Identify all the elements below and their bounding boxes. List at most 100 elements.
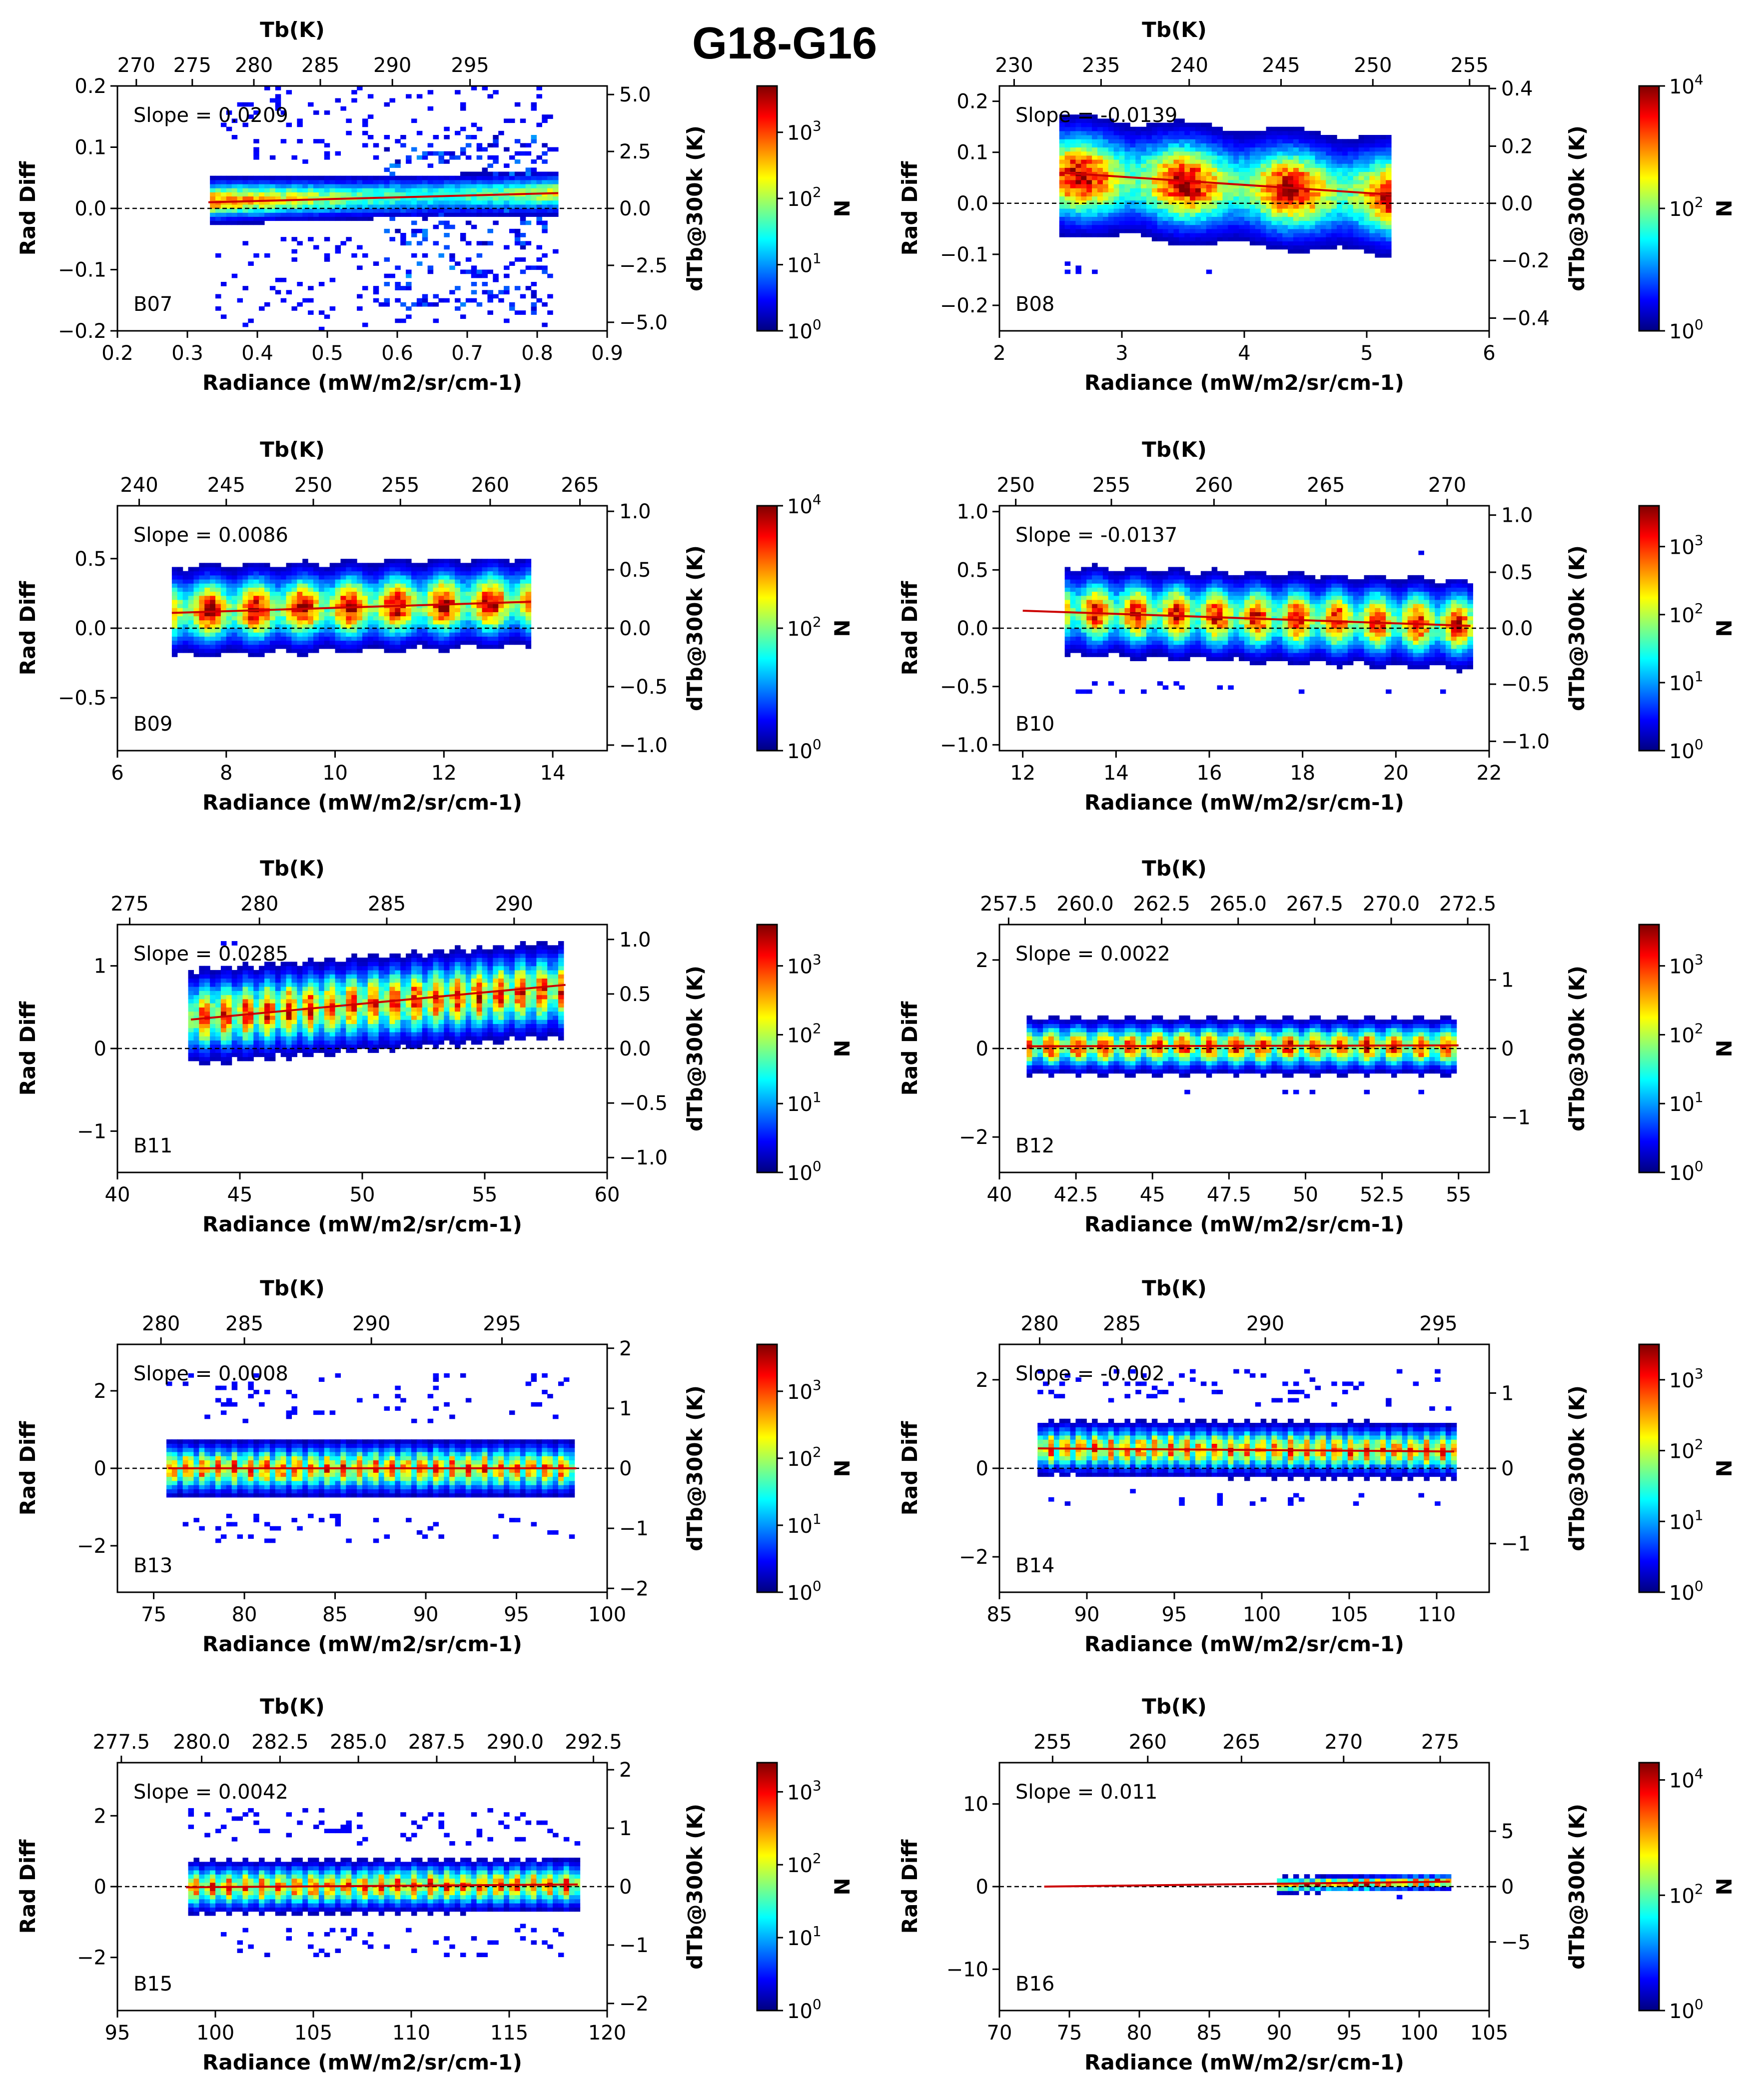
heatmap-cell: [444, 591, 450, 596]
heatmap-cell: [280, 620, 287, 625]
heatmap-cell: [395, 648, 401, 653]
heatmap-cell: [1119, 591, 1125, 596]
heatmap-cell: [1249, 192, 1256, 197]
heatmap-cell: [384, 257, 390, 262]
heatmap-cell: [248, 583, 254, 588]
heatmap-cell: [460, 612, 466, 617]
heatmap-cell: [1113, 155, 1120, 160]
heatmap-cell: [329, 208, 336, 213]
heatmap-cell: [1168, 167, 1174, 172]
heatmap-cell: [329, 595, 336, 600]
heatmap-cell: [1315, 212, 1321, 217]
heatmap-cell: [1288, 130, 1294, 135]
heatmap-cell: [1168, 188, 1174, 192]
heatmap-cell: [231, 583, 238, 588]
heatmap-cell: [1092, 130, 1098, 135]
heatmap-cell: [1364, 155, 1370, 160]
heatmap-cell: [357, 640, 363, 645]
heatmap-cell: [220, 216, 227, 221]
heatmap-cell: [329, 575, 336, 580]
heatmap-cell: [351, 612, 357, 617]
heatmap-cell: [1179, 237, 1185, 241]
heatmap-cell: [416, 563, 423, 568]
heatmap-cell: [1173, 216, 1179, 221]
heatmap-cell: [237, 220, 243, 225]
heatmap-cell: [1347, 237, 1354, 241]
heatmap-cell: [1375, 179, 1381, 184]
heatmap-cell: [1102, 628, 1109, 633]
heatmap-cell: [367, 640, 374, 645]
heatmap-cell: [253, 155, 259, 160]
heatmap-cell: [373, 591, 379, 596]
heatmap-cell: [1206, 139, 1212, 143]
heatmap-cell: [199, 640, 205, 645]
heatmap-cell: [1190, 122, 1196, 127]
heatmap-cell: [1168, 216, 1174, 221]
heatmap-cell: [1064, 628, 1071, 633]
heatmap-cell: [1260, 241, 1267, 246]
heatmap-cell: [210, 204, 216, 209]
heatmap-cell: [427, 616, 434, 621]
heatmap-cell: [438, 220, 444, 225]
heatmap-cell: [340, 636, 346, 641]
heatmap-cell: [455, 608, 461, 612]
heatmap-cell: [313, 196, 319, 201]
heatmap-cell: [1342, 179, 1348, 184]
heatmap-cell: [335, 179, 341, 184]
heatmap-cell: [1233, 196, 1239, 201]
heatmap-cell: [378, 575, 385, 580]
heatmap-cell: [204, 632, 210, 637]
heatmap-cell: [177, 595, 183, 600]
top-tick-label: 235: [1082, 54, 1120, 77]
heatmap-cell: [427, 628, 434, 633]
heatmap-cell: [357, 632, 363, 637]
heatmap-cell: [1157, 155, 1163, 160]
heatmap-cell: [400, 318, 406, 323]
heatmap-cell: [1075, 571, 1081, 576]
heatmap-cell: [1304, 155, 1310, 160]
heatmap-cell: [1070, 624, 1076, 629]
heatmap-cell: [302, 587, 308, 592]
heatmap-cell: [1092, 122, 1098, 127]
heatmap-cell: [438, 196, 444, 201]
heatmap-cell: [340, 624, 346, 629]
heatmap-cell: [1081, 192, 1087, 197]
heatmap-cell: [553, 196, 559, 201]
heatmap-cell: [1228, 216, 1234, 221]
heatmap-cell: [1113, 200, 1120, 205]
heatmap-cell: [395, 212, 401, 217]
heatmap-cell: [1151, 583, 1158, 588]
heatmap-cell: [406, 314, 412, 319]
heatmap-cell: [1320, 147, 1326, 152]
heatmap-cell: [1075, 632, 1081, 637]
heatmap-cell: [465, 575, 472, 580]
heatmap-cell: [542, 228, 548, 233]
heatmap-cell: [340, 216, 346, 221]
heatmap-cell: [1353, 175, 1359, 180]
heatmap-cell: [1130, 147, 1136, 152]
heatmap-cell: [1184, 139, 1190, 143]
heatmap-cell: [346, 591, 352, 596]
heatmap-cell: [1075, 220, 1081, 225]
heatmap-cell: [1206, 175, 1212, 180]
heatmap-cell: [1151, 184, 1158, 188]
heatmap-cell: [449, 616, 455, 621]
heatmap-cell: [482, 179, 488, 184]
heatmap-cell: [1369, 139, 1375, 143]
heatmap-cell: [1097, 130, 1103, 135]
heatmap-cell: [171, 595, 178, 600]
heatmap-cell: [427, 571, 434, 576]
heatmap-cell: [498, 200, 504, 205]
heatmap-cell: [1179, 188, 1185, 192]
heatmap-cell: [286, 632, 292, 637]
heatmap-cell: [1298, 151, 1305, 156]
heatmap-cell: [1097, 620, 1103, 625]
heatmap-cell: [237, 102, 243, 107]
heatmap-cell: [487, 636, 493, 641]
heatmap-cell: [1347, 212, 1354, 217]
heatmap-cell: [1386, 163, 1392, 168]
heatmap-cell: [1277, 179, 1283, 184]
heatmap-cell: [1135, 620, 1141, 625]
heatmap-cell: [1386, 200, 1392, 205]
heatmap-cell: [493, 196, 499, 201]
